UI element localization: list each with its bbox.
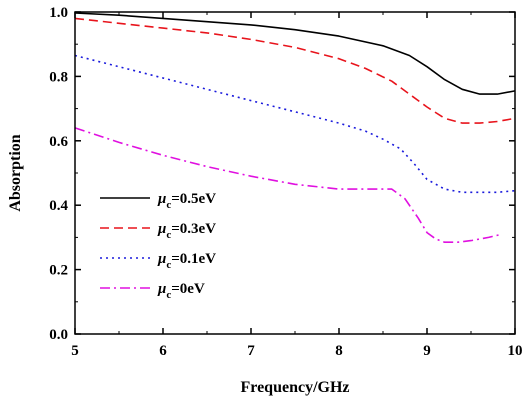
x-tick-label: 5 [71,343,79,359]
y-tick-label: 0.8 [49,69,68,85]
axis-tick-labels: 5 6 7 8 9 10 0.0 0.2 0.4 0.6 0.8 1.0 [49,5,522,359]
plot-lines [74,12,516,243]
legend-mu-symbol: μ [157,221,166,237]
x-tick-label: 6 [159,343,167,359]
legend-value: =0eV [171,281,205,297]
y-tick-label: 0.2 [49,263,68,279]
series-line-3 [74,127,502,243]
legend-label: μc=0eV [157,281,205,301]
legend-subscript: c [166,289,171,301]
y-tick-label: 1.0 [49,5,68,21]
legend-label: μc=0.5eV [157,191,216,211]
x-tick-label: 8 [335,343,343,359]
legend-value: =0.5eV [171,191,216,207]
legend-label: μc=0.1eV [157,251,216,271]
series-line-1 [74,17,516,124]
legend-subscript: c [166,259,171,271]
y-tick-label: 0.0 [49,327,68,343]
legend-mu-symbol: μ [157,281,166,297]
axis-ticks [74,11,516,335]
plot-frame [74,11,516,335]
y-tick-label: 0.4 [49,198,68,214]
x-axis-title: Frequency/GHz [240,379,349,396]
x-tick-label: 9 [423,343,431,359]
legend-label: μc=0.3eV [157,221,216,241]
legend-mu-symbol: μ [157,251,166,267]
series-line-0 [74,12,516,95]
series-line-2 [74,54,516,194]
y-tick-label: 0.6 [49,134,68,150]
legend-value: =0.3eV [171,221,216,237]
legend-subscript: c [166,199,171,211]
x-tick-label: 10 [508,343,523,359]
legend-subscript: c [166,229,171,241]
x-tick-label: 7 [247,343,255,359]
y-axis-title: Absorption [7,134,24,211]
legend-mu-symbol: μ [157,191,166,207]
legend-value: =0.1eV [171,251,216,267]
